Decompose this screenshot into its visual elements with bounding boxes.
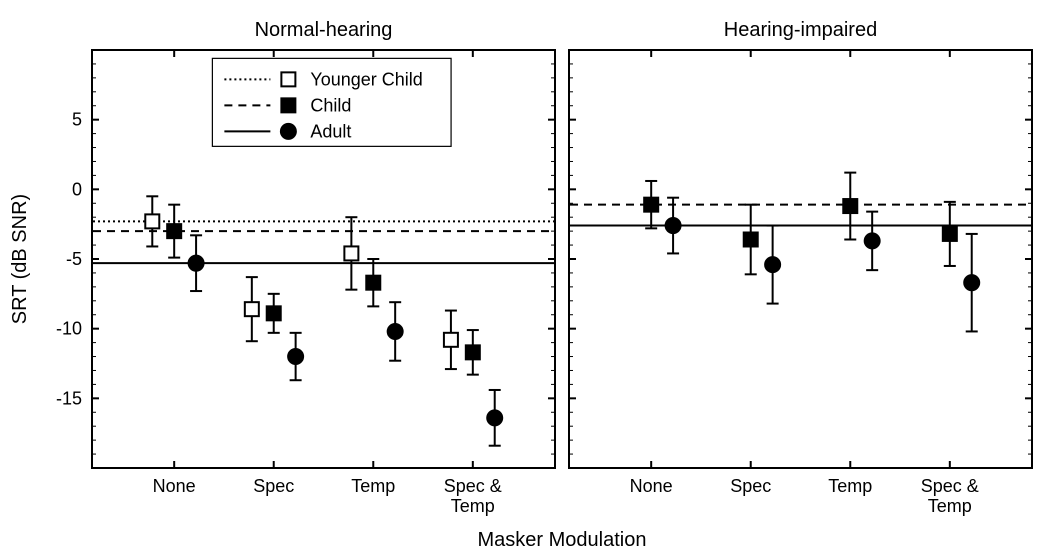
xtick-label: Spec & [444, 476, 502, 496]
panel-title: Normal-hearing [255, 19, 393, 41]
xtick-label: Spec & [921, 476, 979, 496]
marker-child [843, 199, 857, 213]
ytick-label: -10 [56, 319, 82, 339]
marker-younger_child [145, 214, 159, 228]
marker-child [366, 276, 380, 290]
ytick-label: 5 [72, 110, 82, 130]
ytick-label: -5 [66, 249, 82, 269]
ytick-label: -15 [56, 388, 82, 408]
marker-younger_child [245, 302, 259, 316]
xtick-label: Temp [351, 476, 395, 496]
marker-child [644, 198, 658, 212]
y-axis-label: SRT (dB SNR) [9, 194, 31, 324]
legend-marker [281, 72, 295, 86]
chart-container: SRT (dB SNR) Masker Modulation Normal-hear… [0, 0, 1050, 560]
panel-frame [569, 50, 1032, 468]
legend-label: Child [310, 95, 351, 115]
x-axis-label: Masker Modulation [478, 529, 647, 551]
marker-child [167, 224, 181, 238]
panel-0: Normal-hearing-15-10-505NoneSpecTempSpec… [56, 19, 555, 516]
panel-1: Hearing-impairedNoneSpecTempSpec &Temp [569, 19, 1032, 516]
legend-label: Younger Child [310, 69, 422, 89]
xtick-label: Temp [828, 476, 872, 496]
panel-title: Hearing-impaired [724, 19, 877, 41]
xtick-label: Spec [253, 476, 294, 496]
marker-adult [765, 257, 780, 272]
marker-adult [865, 233, 880, 248]
xtick-label: None [630, 476, 673, 496]
marker-younger_child [444, 333, 458, 347]
marker-adult [288, 349, 303, 364]
legend-label: Adult [310, 121, 351, 141]
marker-child [466, 345, 480, 359]
legend-marker [281, 98, 295, 112]
xtick-label: Temp [451, 496, 495, 516]
marker-adult [487, 410, 502, 425]
marker-younger_child [344, 246, 358, 260]
marker-child [744, 232, 758, 246]
marker-adult [189, 256, 204, 271]
chart-svg: SRT (dB SNR) Masker Modulation Normal-hear… [0, 0, 1050, 560]
xtick-label: Temp [928, 496, 972, 516]
marker-adult [666, 218, 681, 233]
marker-child [267, 306, 281, 320]
marker-adult [964, 275, 979, 290]
legend-marker [281, 124, 296, 139]
xtick-label: Spec [730, 476, 771, 496]
marker-adult [388, 324, 403, 339]
marker-child [943, 227, 957, 241]
legend: Younger Child Child Adult [212, 58, 451, 146]
ytick-label: 0 [72, 179, 82, 199]
xtick-label: None [153, 476, 196, 496]
